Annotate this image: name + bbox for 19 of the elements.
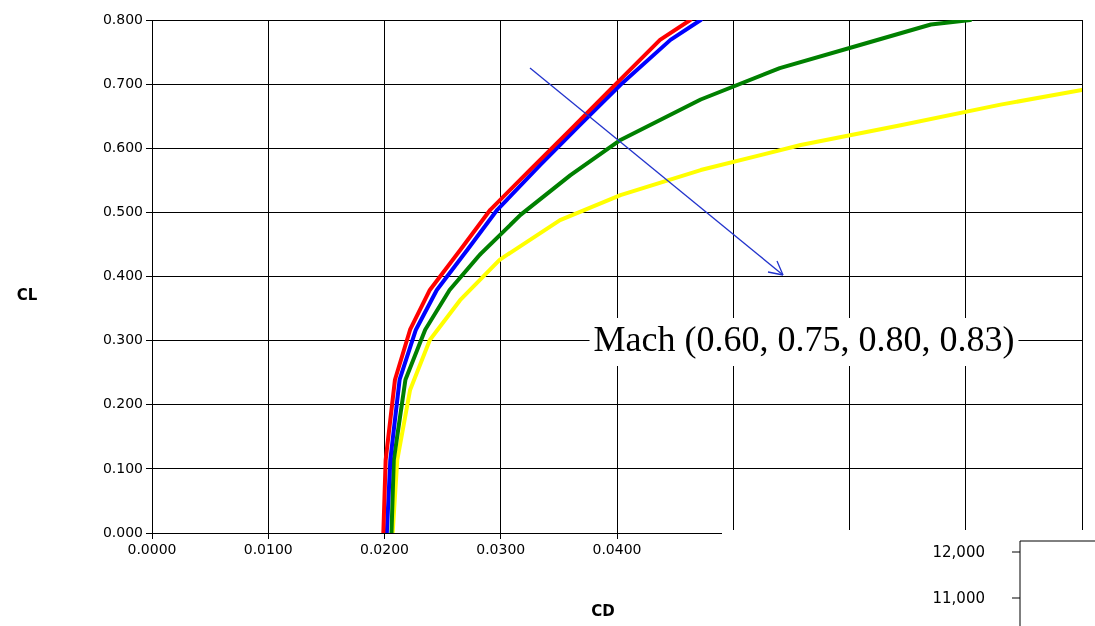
annotation: Mach (0.60, 0.75, 0.80, 0.83) (593, 319, 1015, 360)
y-tick-label: 0.600 (102, 138, 143, 155)
y-tick-label: 0.200 (102, 395, 143, 412)
y-tick-label: 0.000 (102, 523, 143, 540)
x-tick-label: 0.0100 (243, 541, 293, 558)
y-axis-title: CL (16, 286, 38, 305)
text: 12,000 (932, 543, 985, 561)
x-axis-title: CD (591, 601, 615, 620)
y-tick-label: 0.100 (102, 459, 143, 476)
y-tick-label: 0.300 (102, 331, 143, 348)
y-tick-label: 0.500 (102, 203, 143, 220)
text: 11,000 (932, 589, 985, 607)
x-tick-label: 0.0300 (476, 541, 526, 558)
y-tick-label: 0.400 (102, 267, 143, 284)
y-tick-label: 0.800 (102, 10, 143, 27)
x-tick-label: 0.0000 (127, 541, 177, 558)
x-tick-label: 0.0200 (360, 541, 409, 558)
y-tick-label: 0.700 (102, 74, 143, 91)
x-tick-label: 0.0400 (592, 541, 642, 558)
